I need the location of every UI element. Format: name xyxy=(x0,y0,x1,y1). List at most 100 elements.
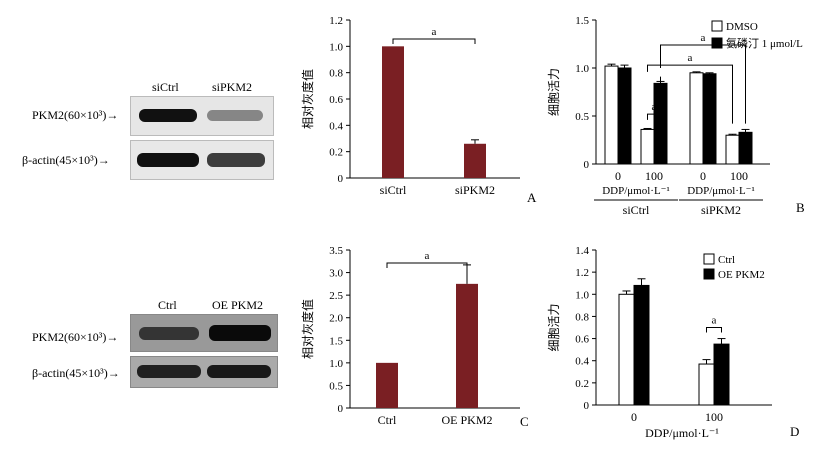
blot-a-row-2-label: β-actin(45×10³)→ xyxy=(22,153,110,167)
blot-a-membrane-2 xyxy=(130,140,274,180)
chart-d-legend-label-1: OE PKM2 xyxy=(718,269,765,281)
blot-a-row-1-label: PKM2(60×10³)→ xyxy=(32,108,119,122)
chart-c: 0 0.5 1.0 1.5 2.0 2.5 3.0 3.5 相对灰度值 Ctrl OE PKM2 a xyxy=(300,245,520,427)
chart-b-significance-2-label: a xyxy=(688,52,693,64)
panel-letter-c: C xyxy=(520,414,529,429)
blot-a-band-pkm2-lane1 xyxy=(139,109,197,122)
chart-d-significance xyxy=(706,327,722,333)
chart-b-significance-2 xyxy=(647,64,733,124)
chart-d-xtick-label: 100 xyxy=(705,410,723,424)
blot-a-membrane-1 xyxy=(130,96,274,136)
chart-c-ytick-label: 2.5 xyxy=(329,290,343,302)
panel-letter-a: A xyxy=(527,190,537,205)
chart-a-bar-siPKM2 xyxy=(464,143,486,178)
chart-d-ylabel: 细胞活力 xyxy=(547,303,561,351)
chart-b-bar-1-2 xyxy=(702,73,717,165)
blot-c-band-pkm2-lane2 xyxy=(209,325,271,341)
chart-c-ytick-label: 3.0 xyxy=(329,268,343,280)
blot-a-lane-2: siPKM2 xyxy=(212,80,253,94)
blot-a-band-actin-lane1 xyxy=(137,153,199,167)
chart-a-ytick-label: 1.2 xyxy=(329,15,343,27)
chart-c-bar-Ctrl xyxy=(376,362,398,408)
chart-d-ytick-label: 0 xyxy=(584,400,590,412)
chart-d-ytick-label: 1.2 xyxy=(575,267,589,279)
chart-b-ytick-label: 1.5 xyxy=(575,15,589,27)
chart-d-xlabel: DDP/μmol·L⁻¹ xyxy=(645,426,719,440)
chart-a-ytick-label: 1.0 xyxy=(329,41,343,53)
chart-d-legend-label-0: Ctrl xyxy=(718,254,735,266)
chart-b-bar-0-3 xyxy=(725,134,740,165)
chart-c-xtick-label: Ctrl xyxy=(378,413,397,427)
chart-b-group-label: siCtrl xyxy=(623,203,650,217)
chart-c-ytick-label: 2.0 xyxy=(329,313,343,325)
chart-b-significance-3-label: a xyxy=(701,32,706,44)
panel-letter-d: D xyxy=(790,424,800,439)
chart-b-xtick-label: 100 xyxy=(645,169,663,183)
blot-a-band-pkm2-lane2 xyxy=(207,110,263,121)
blot-c-band-pkm2-lane1 xyxy=(139,327,199,340)
chart-d-ytick-label: 0.8 xyxy=(575,311,589,323)
blot-c-lane-1: Ctrl xyxy=(158,298,177,312)
blot-a-band-actin-lane2 xyxy=(207,153,265,167)
chart-b-bar-1-3 xyxy=(738,131,753,165)
chart-b-ytick-label: 0.5 xyxy=(575,111,589,123)
chart-c-ylabel: 相对灰度值 xyxy=(300,299,315,359)
chart-c-significance-label: a xyxy=(425,250,430,262)
chart-b-bar-0-1 xyxy=(640,128,655,165)
chart-a-xtick-label: siCtrl xyxy=(380,183,407,197)
chart-b-significance-3 xyxy=(660,44,746,124)
chart-c-xtick-label: OE PKM2 xyxy=(441,413,492,427)
chart-d-bar-0-1 xyxy=(698,363,715,406)
blot-c-membrane-1 xyxy=(130,314,278,352)
blot-c: Ctrl OE PKM2 PKM2(60×10³)→ β-actin(45×10… xyxy=(0,290,300,420)
chart-a: 0 0.2 0.4 0.6 0.8 1.0 1.2 相对灰度值 siCtrl siPKM2 a xyxy=(300,15,520,197)
chart-b-group-label: siPKM2 xyxy=(701,203,741,217)
blot-c-row-1-label: PKM2(60×10³)→ xyxy=(32,330,119,344)
chart-d-ytick-label: 0.4 xyxy=(575,356,589,368)
chart-c-ytick-label: 0 xyxy=(338,403,344,415)
chart-b-ylabel: 细胞活力 xyxy=(547,68,561,116)
chart-b-bar-0-2 xyxy=(689,72,704,165)
chart-d-legend-swatch-0 xyxy=(703,253,715,265)
chart-d-bar-0-0 xyxy=(618,293,635,406)
chart-b-significance-1-label: a xyxy=(652,101,657,113)
chart-d-significance-label: a xyxy=(712,315,717,327)
chart-a-bar-siCtrl xyxy=(382,46,404,179)
chart-d-ytick-label: 1.0 xyxy=(575,289,589,301)
chart-a-significance-label: a xyxy=(432,26,437,38)
chart-d-ytick-label: 0.2 xyxy=(575,378,589,390)
chart-d-ytick-label: 0.6 xyxy=(575,334,589,346)
chart-c-ytick-label: 0.5 xyxy=(329,380,343,392)
chart-b-legend-swatch-0 xyxy=(711,20,723,32)
chart-a-ytick-label: 0.4 xyxy=(329,120,343,132)
blot-a-lane-1: siCtrl xyxy=(152,80,179,94)
chart-b-legend-label-1: 氨磷汀 1 μmol/L xyxy=(726,37,803,50)
chart-a-ylabel: 相对灰度值 xyxy=(300,69,315,129)
chart-a-xtick-label: siPKM2 xyxy=(455,183,495,197)
chart-b-bar-0-0 xyxy=(604,65,619,165)
chart-a-ytick-label: 0 xyxy=(338,173,344,185)
blot-c-band-actin-lane2 xyxy=(207,365,271,378)
chart-c-bar-OE PKM2 xyxy=(456,283,478,408)
chart-b-xunit-label: DDP/μmol·L⁻¹ xyxy=(602,185,670,197)
chart-b-xunit-label: DDP/μmol·L⁻¹ xyxy=(687,185,755,197)
chart-a-significance xyxy=(392,38,476,44)
chart-c-ytick-label: 3.5 xyxy=(329,245,343,257)
chart-a-ytick-label: 0.8 xyxy=(329,68,343,80)
chart-a-ytick-label: 0.2 xyxy=(329,147,343,159)
chart-b-significance-1 xyxy=(647,76,661,120)
blot-a: siCtrl siPKM2 PKM2(60×10³)→ β-actin(45×1… xyxy=(0,60,300,190)
blot-c-band-actin-lane1 xyxy=(137,365,201,378)
chart-b-ytick-label: 1.0 xyxy=(575,63,589,75)
chart-b-xtick-label: 0 xyxy=(615,169,621,183)
chart-c-ytick-label: 1.5 xyxy=(329,335,343,347)
chart-b-bar-1-0 xyxy=(617,67,632,165)
panel-letter-b: B xyxy=(796,200,805,215)
chart-d-ytick-label: 1.4 xyxy=(575,245,589,257)
chart-d-bar-1-0 xyxy=(633,284,650,406)
blot-c-lane-2: OE PKM2 xyxy=(212,298,264,312)
blot-c-membrane-2 xyxy=(130,356,278,388)
chart-b-ytick-label: 0 xyxy=(584,159,590,171)
chart-b-legend-swatch-1 xyxy=(711,37,723,49)
chart-b-legend-label-0: DMSO xyxy=(726,21,758,33)
